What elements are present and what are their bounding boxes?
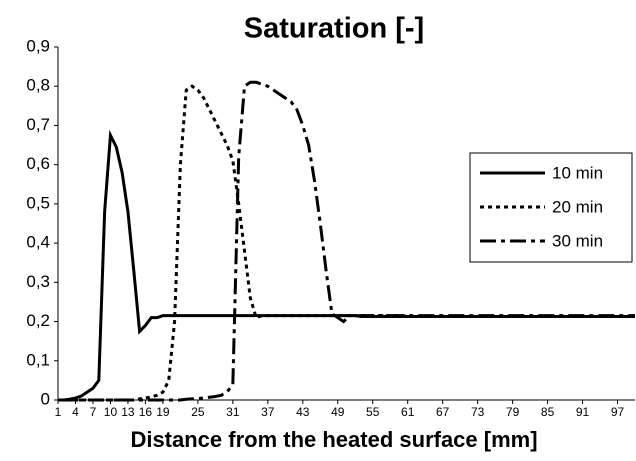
x-tick-label: 4 — [72, 405, 79, 419]
y-tick-label: 0 — [41, 389, 50, 408]
y-tick-label: 0,6 — [26, 154, 50, 173]
y-tick-label: 0,1 — [26, 350, 50, 369]
x-tick-label: 73 — [471, 405, 485, 419]
x-tick-label: 61 — [401, 405, 415, 419]
data-line — [58, 80, 635, 402]
x-tick-label: 55 — [366, 405, 380, 419]
x-tick-label: 85 — [541, 405, 555, 419]
x-tick-label: 37 — [261, 405, 275, 419]
x-tick-label: 67 — [436, 405, 450, 419]
x-tick-label: 10 — [104, 405, 118, 419]
x-tick-label: 79 — [506, 405, 520, 419]
y-tick-label: 0,8 — [26, 76, 50, 95]
x-tick-label: 19 — [156, 405, 170, 419]
x-tick-label: 49 — [331, 405, 345, 419]
x-tick-label: 1 — [55, 405, 62, 419]
y-tick-label: 0,9 — [26, 36, 50, 55]
legend-label: 20 min — [552, 197, 603, 216]
y-tick-label: 0,2 — [26, 311, 50, 330]
x-tick-label: 91 — [576, 405, 590, 419]
x-tick-label: 31 — [226, 405, 240, 419]
legend-box — [469, 152, 633, 263]
y-tick-label: 0,5 — [26, 193, 50, 212]
x-tick-label: 25 — [191, 405, 205, 419]
x-tick-label: 7 — [90, 405, 97, 419]
x-tick-label: 43 — [296, 405, 310, 419]
y-tick-label: 0,4 — [26, 233, 50, 252]
chart-title: Saturation [-] — [244, 13, 424, 45]
x-tick-label: 16 — [139, 405, 153, 419]
y-tick-label: 0,3 — [26, 272, 50, 291]
legend-label: 30 min — [552, 231, 603, 250]
x-tick-label: 13 — [121, 405, 135, 419]
x-axis-label: Distance from the heated surface [mm] — [130, 427, 537, 452]
x-tick-label: 97 — [611, 405, 625, 419]
legend-label: 10 min — [552, 163, 603, 182]
y-tick-label: 0,7 — [26, 115, 50, 134]
